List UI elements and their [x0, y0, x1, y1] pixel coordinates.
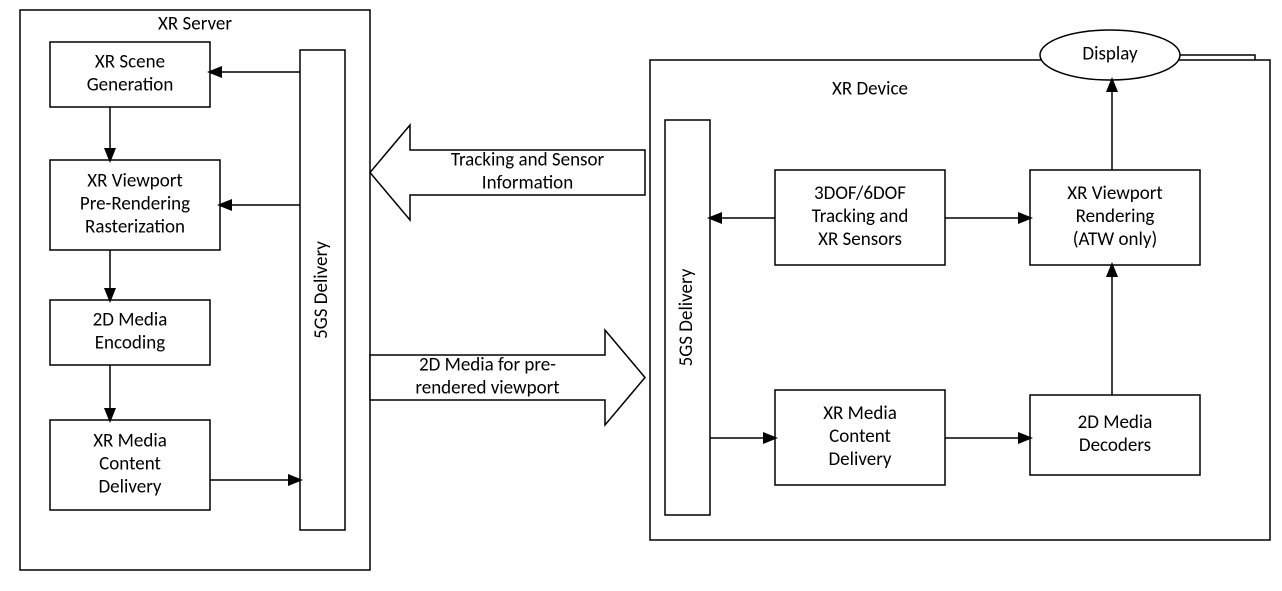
svg-text:Encoding: Encoding [95, 331, 165, 354]
svg-text:Content: Content [99, 453, 161, 476]
svg-text:XR Viewport: XR Viewport [1067, 182, 1163, 205]
svg-text:Delivery: Delivery [828, 448, 891, 471]
svg-text:Rasterization: Rasterization [85, 215, 185, 238]
svg-text:XR Sensors: XR Sensors [818, 228, 902, 251]
node-display: Display [1040, 30, 1180, 80]
svg-text:Display: Display [1082, 43, 1138, 66]
svg-text:Delivery: Delivery [98, 475, 161, 498]
svg-text:Rendering: Rendering [1076, 205, 1155, 228]
block-arrow-tracking-info: Tracking and SensorInformation [370, 125, 645, 220]
svg-text:5GS Delivery: 5GS Delivery [310, 241, 333, 339]
svg-text:XR Media: XR Media [93, 430, 167, 453]
svg-text:2D Media: 2D Media [1078, 411, 1153, 434]
node-2d-encoding: 2D MediaEncoding [50, 300, 210, 365]
node-tracking: 3DOF/6DOFTracking andXR Sensors [775, 170, 945, 265]
node-scene-gen: XR SceneGeneration [50, 42, 210, 107]
svg-text:Tracking and Sensor: Tracking and Sensor [451, 149, 605, 172]
svg-text:Pre-Rendering: Pre-Rendering [80, 193, 190, 216]
svg-text:(ATW only): (ATW only) [1073, 228, 1157, 251]
svg-text:Decoders: Decoders [1079, 434, 1151, 457]
svg-text:3DOF/6DOF: 3DOF/6DOF [814, 182, 906, 205]
svg-text:Content: Content [829, 425, 891, 448]
svg-text:XR Viewport: XR Viewport [87, 170, 183, 193]
node-2d-decoders: 2D MediaDecoders [1030, 395, 1200, 475]
svg-text:2D Media: 2D Media [93, 309, 168, 332]
svg-text:XR Media: XR Media [823, 402, 897, 425]
svg-text:rendered viewport: rendered viewport [415, 376, 560, 399]
node-5gs-server: 5GS Delivery [300, 50, 345, 530]
svg-text:Information: Information [482, 171, 573, 194]
svg-text:XR Device: XR Device [832, 78, 908, 101]
node-5gs-device: 5GS Delivery [665, 120, 710, 515]
node-content-delivery-device: XR MediaContentDelivery [775, 390, 945, 485]
node-viewport-pre: XR ViewportPre-RenderingRasterization [50, 160, 220, 250]
svg-text:XR Scene: XR Scene [95, 51, 165, 74]
node-viewport-render: XR ViewportRendering(ATW only) [1030, 170, 1200, 265]
svg-text:XR Server: XR Server [158, 13, 232, 36]
svg-text:5GS Delivery: 5GS Delivery [675, 268, 698, 366]
svg-text:Tracking and: Tracking and [812, 205, 909, 228]
block-arrow-2d-media: 2D Media for pre-rendered viewport [370, 330, 645, 425]
svg-text:2D Media for pre-: 2D Media for pre- [419, 354, 556, 377]
svg-text:Generation: Generation [87, 73, 174, 96]
node-content-delivery-server: XR MediaContentDelivery [50, 420, 210, 510]
